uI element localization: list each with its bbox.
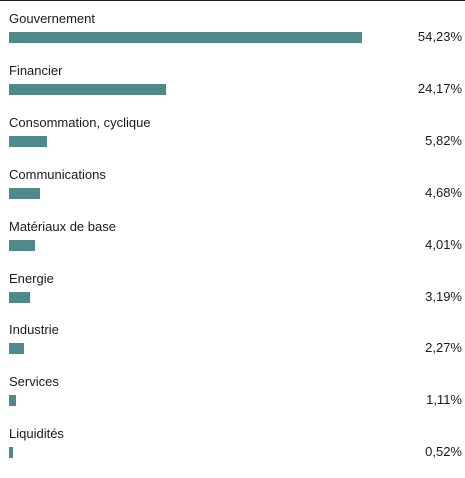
bar-row: Services 1,11% (0, 374, 465, 426)
bar (9, 395, 17, 407)
value-label: 1,11% (426, 392, 462, 408)
bar-row: Communications 4,68% (0, 167, 465, 219)
category-label: Financier (9, 62, 63, 78)
category-label: Consommation, cyclique (9, 114, 151, 130)
sector-allocation-chart: Gouvernement 54,23% Financier 24,17% Consomm… (0, 0, 465, 459)
category-label: Matériaux de base (9, 218, 116, 234)
value-label: 4,01% (425, 236, 462, 252)
bar-row: Financier 24,17% (0, 63, 465, 115)
bar-row: Matériaux de base 4,01% (0, 219, 465, 271)
value-label: 4,68% (425, 184, 462, 200)
bar (9, 447, 13, 459)
bar (9, 343, 24, 355)
bar (9, 187, 40, 199)
bar (9, 291, 30, 303)
value-label: 3,19% (425, 288, 462, 304)
bar (9, 135, 47, 147)
bar (9, 239, 36, 251)
bar-row: Energie 3,19% (0, 271, 465, 323)
value-label: 0,52% (425, 444, 462, 460)
bar (9, 83, 167, 95)
category-label: Communications (9, 166, 106, 182)
top-divider (0, 0, 465, 1)
category-label: Industrie (9, 322, 59, 338)
category-label: Gouvernement (9, 11, 95, 26)
bar (9, 32, 362, 43)
category-label: Services (9, 374, 59, 390)
value-label: 54,23% (417, 29, 462, 44)
bar-row: Liquidités 0,52% (0, 426, 465, 478)
value-label: 5,82% (425, 132, 462, 148)
bar-row: Consommation, cyclique 5,82% (0, 115, 465, 167)
category-label: Energie (9, 270, 54, 286)
value-label: 24,17% (417, 80, 462, 96)
value-label: 2,27% (425, 340, 462, 356)
bar-row: Industrie 2,27% (0, 322, 465, 374)
category-label: Liquidités (9, 426, 64, 442)
bar-row: Gouvernement 54,23% (0, 11, 465, 63)
